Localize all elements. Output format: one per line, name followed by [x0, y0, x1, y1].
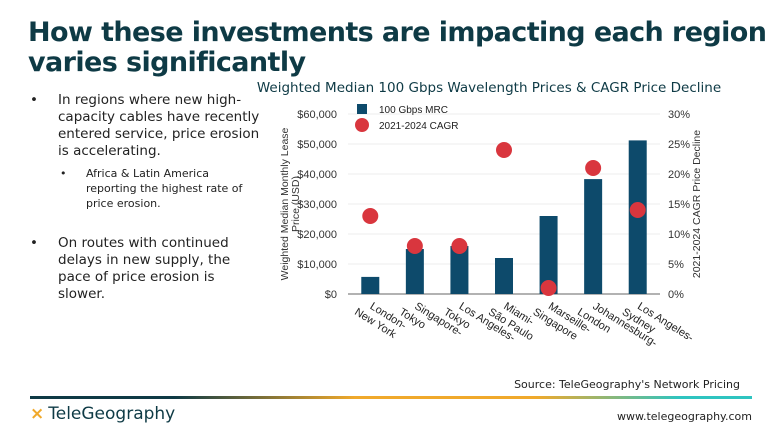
y-axis-label: Weighted Median Monthly Lease [279, 127, 291, 280]
chart-title: Weighted Median 100 Gbps Wavelength Pric… [257, 80, 721, 96]
y-tick-label: $40,000 [297, 169, 337, 181]
cagr-point [406, 238, 423, 254]
bullet-list: In regions where new high-capacity cable… [30, 92, 260, 309]
bullet: On routes with continued delays in new s… [30, 235, 260, 303]
y2-tick-label: 15% [668, 199, 690, 211]
bar [584, 179, 603, 294]
cagr-point [496, 142, 512, 158]
y-tick-label: $30,000 [297, 199, 337, 211]
y2-tick-label: 10% [668, 229, 690, 241]
y2-axis-label: 2021-2024 CAGR Price Decline [691, 130, 703, 278]
bar [405, 249, 424, 294]
cagr-point [629, 202, 646, 218]
y-tick-label: $0 [325, 289, 337, 301]
y2-tick-label: 5% [668, 259, 684, 271]
x-tick-label: London-New York [352, 295, 408, 343]
y2-tick-label: 25% [668, 139, 690, 151]
legend-label: 100 Gbps MRC [379, 105, 448, 116]
y2-tick-label: 30% [668, 109, 690, 121]
slide-title: How these investments are impacting each… [28, 17, 767, 78]
bullet: In regions where new high-capacity cable… [30, 92, 260, 160]
chart: Weighted Median 100 Gbps Wavelength Pric… [257, 80, 721, 350]
y-tick-label: $50,000 [297, 139, 337, 151]
cagr-point [451, 238, 468, 254]
legend-bar-swatch [357, 104, 367, 114]
y-tick-label: $10,000 [297, 259, 337, 271]
legend-label: 2021-2024 CAGR [379, 121, 459, 132]
y-tick-label: $20,000 [297, 229, 337, 241]
source-note: Source: TeleGeography's Network Pricing [514, 378, 740, 391]
bar [450, 246, 469, 294]
y-tick-label: $60,000 [297, 109, 337, 121]
website-url: www.telegeography.com [617, 410, 752, 423]
sub-bullet: Africa & Latin America reporting the hig… [30, 166, 260, 211]
divider [30, 396, 752, 399]
y2-tick-label: 0% [668, 289, 684, 301]
logo: ⨯ TeleGeography [30, 404, 176, 424]
cagr-point [585, 160, 602, 176]
bar [495, 258, 513, 294]
cagr-point [540, 280, 557, 296]
y-axis-label: Price (USD) [290, 176, 302, 232]
legend-dot-swatch [355, 118, 369, 132]
bar [361, 276, 380, 294]
logo-icon: ⨯ [30, 404, 45, 424]
bar [539, 216, 558, 294]
y2-tick-label: 20% [668, 169, 690, 181]
cagr-point [362, 208, 379, 224]
